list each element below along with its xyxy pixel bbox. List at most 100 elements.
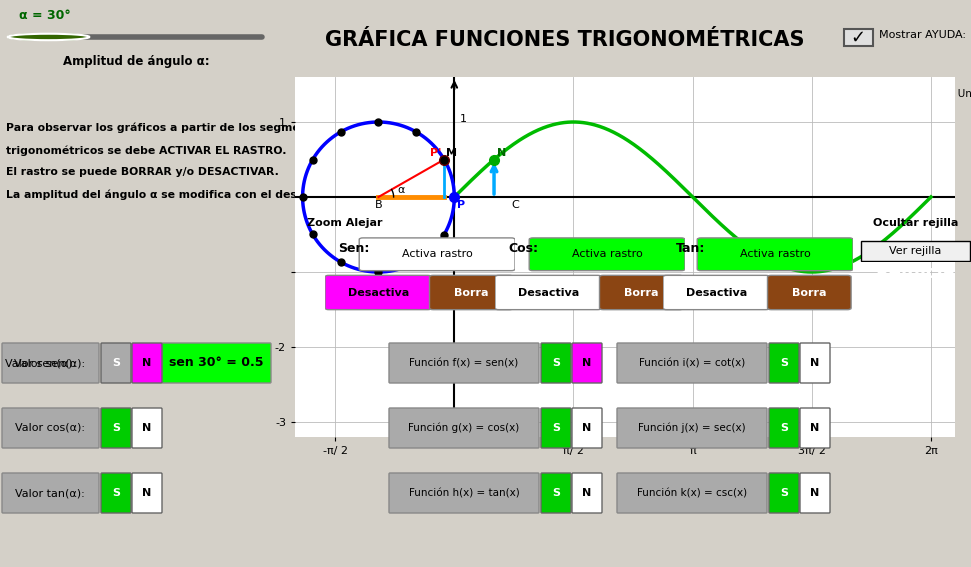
Text: Desactiva: Desactiva xyxy=(686,287,747,298)
Text: Mostrar Círculo Unitario: Mostrar Círculo Unitario xyxy=(876,89,971,99)
Text: Activa rastro: Activa rastro xyxy=(740,249,811,259)
Text: Valor tan(α):: Valor tan(α): xyxy=(16,488,84,498)
Text: Ver rejilla: Ver rejilla xyxy=(889,246,942,256)
Text: N: N xyxy=(811,423,820,433)
FancyBboxPatch shape xyxy=(2,408,99,448)
Text: Función h(x) = tan(x): Función h(x) = tan(x) xyxy=(409,488,519,498)
Text: Mostrar botones: Mostrar botones xyxy=(790,91,893,101)
FancyBboxPatch shape xyxy=(389,473,539,513)
FancyBboxPatch shape xyxy=(162,343,271,383)
Text: Borra: Borra xyxy=(792,287,826,298)
Text: Función f(x) = sen(x): Función f(x) = sen(x) xyxy=(410,358,519,368)
Circle shape xyxy=(8,33,89,40)
Text: ✓: ✓ xyxy=(851,29,866,46)
FancyBboxPatch shape xyxy=(861,241,970,261)
Text: S: S xyxy=(552,488,560,498)
Text: S: S xyxy=(780,488,788,498)
FancyBboxPatch shape xyxy=(359,238,515,270)
Text: Sen:: Sen: xyxy=(338,242,370,255)
FancyBboxPatch shape xyxy=(800,343,830,383)
Text: Valor sen(α):: Valor sen(α): xyxy=(15,358,85,368)
Text: Valor cos(α):: Valor cos(α): xyxy=(15,423,85,433)
Text: C: C xyxy=(511,200,519,210)
FancyBboxPatch shape xyxy=(101,473,131,513)
FancyBboxPatch shape xyxy=(495,276,601,310)
Text: Función g(x) = cos(x): Función g(x) = cos(x) xyxy=(409,423,519,433)
Text: S: S xyxy=(112,358,120,368)
Text: N: N xyxy=(583,423,591,433)
Text: P': P' xyxy=(430,149,442,159)
Text: ✓: ✓ xyxy=(852,100,863,115)
Text: Reinicia: Reinicia xyxy=(876,264,955,282)
Text: El rastro se puede BORRAR y/o DESACTIVAR.: El rastro se puede BORRAR y/o DESACTIVAR… xyxy=(6,167,279,177)
Text: Activa rastro: Activa rastro xyxy=(402,249,473,259)
FancyBboxPatch shape xyxy=(132,343,162,383)
Text: Borra: Borra xyxy=(624,287,658,298)
FancyBboxPatch shape xyxy=(844,104,870,111)
FancyBboxPatch shape xyxy=(644,79,769,113)
Text: Función j(x) = sec(x): Función j(x) = sec(x) xyxy=(638,423,746,433)
Text: N: N xyxy=(811,358,820,368)
Text: S: S xyxy=(552,358,560,368)
Text: N: N xyxy=(583,488,591,498)
FancyBboxPatch shape xyxy=(769,408,799,448)
Text: La amplitud del ángulo α se modifica con el deslizador.: La amplitud del ángulo α se modifica con… xyxy=(6,190,342,200)
FancyBboxPatch shape xyxy=(769,343,799,383)
Text: Tan:: Tan: xyxy=(676,242,706,255)
FancyBboxPatch shape xyxy=(101,408,131,448)
Text: Ocultar rejilla: Ocultar rejilla xyxy=(873,218,958,228)
Text: 1: 1 xyxy=(459,114,467,124)
FancyBboxPatch shape xyxy=(2,343,99,383)
Text: Zoom Alejar: Zoom Alejar xyxy=(307,218,383,228)
Text: Función i(x) = cot(x): Función i(x) = cot(x) xyxy=(639,358,745,368)
FancyBboxPatch shape xyxy=(572,343,602,383)
FancyBboxPatch shape xyxy=(572,408,602,448)
Text: trigonométricos se debe ACTIVAR EL RASTRO.: trigonométricos se debe ACTIVAR EL RASTR… xyxy=(6,145,286,155)
Text: S: S xyxy=(780,358,788,368)
FancyBboxPatch shape xyxy=(2,473,99,513)
Text: Valor sen(α):: Valor sen(α): xyxy=(5,358,76,368)
Text: Borra: Borra xyxy=(454,287,488,298)
FancyBboxPatch shape xyxy=(389,343,539,383)
FancyBboxPatch shape xyxy=(132,408,162,448)
FancyBboxPatch shape xyxy=(529,238,685,270)
FancyBboxPatch shape xyxy=(541,343,571,383)
Text: S: S xyxy=(552,423,560,433)
FancyBboxPatch shape xyxy=(617,408,767,448)
FancyBboxPatch shape xyxy=(572,473,602,513)
FancyBboxPatch shape xyxy=(800,473,830,513)
FancyBboxPatch shape xyxy=(663,276,769,310)
Text: Ocultar botones: Ocultar botones xyxy=(656,91,756,101)
FancyBboxPatch shape xyxy=(617,473,767,513)
FancyBboxPatch shape xyxy=(769,473,799,513)
FancyBboxPatch shape xyxy=(541,408,571,448)
Text: N: N xyxy=(143,423,151,433)
Text: Función k(x) = csc(x): Función k(x) = csc(x) xyxy=(637,488,747,498)
Text: Amplitud de ángulo α:: Amplitud de ángulo α: xyxy=(62,55,210,68)
Text: Mostrar AYUDA:: Mostrar AYUDA: xyxy=(880,29,966,40)
Text: α: α xyxy=(397,185,405,195)
Text: GRÁFICA FUNCIONES TRIGONOMÉTRICAS: GRÁFICA FUNCIONES TRIGONOMÉTRICAS xyxy=(325,29,805,49)
FancyBboxPatch shape xyxy=(541,473,571,513)
FancyBboxPatch shape xyxy=(779,79,905,113)
Text: S: S xyxy=(780,423,788,433)
FancyBboxPatch shape xyxy=(101,343,131,383)
Text: N: N xyxy=(143,358,151,368)
Text: B: B xyxy=(375,200,383,210)
Text: M: M xyxy=(447,149,457,159)
Text: N: N xyxy=(583,358,591,368)
Text: Activa rastro: Activa rastro xyxy=(572,249,643,259)
FancyBboxPatch shape xyxy=(697,238,853,270)
Text: sen 30° = 0.5: sen 30° = 0.5 xyxy=(169,357,263,370)
Text: N: N xyxy=(497,149,506,159)
Text: Cos:: Cos: xyxy=(508,242,538,255)
Text: N: N xyxy=(143,488,151,498)
FancyBboxPatch shape xyxy=(132,473,162,513)
Text: Desactiva: Desactiva xyxy=(518,287,579,298)
FancyBboxPatch shape xyxy=(599,276,684,310)
Text: S: S xyxy=(112,423,120,433)
FancyBboxPatch shape xyxy=(767,276,852,310)
FancyBboxPatch shape xyxy=(429,276,513,310)
FancyBboxPatch shape xyxy=(800,408,830,448)
FancyBboxPatch shape xyxy=(844,29,873,46)
